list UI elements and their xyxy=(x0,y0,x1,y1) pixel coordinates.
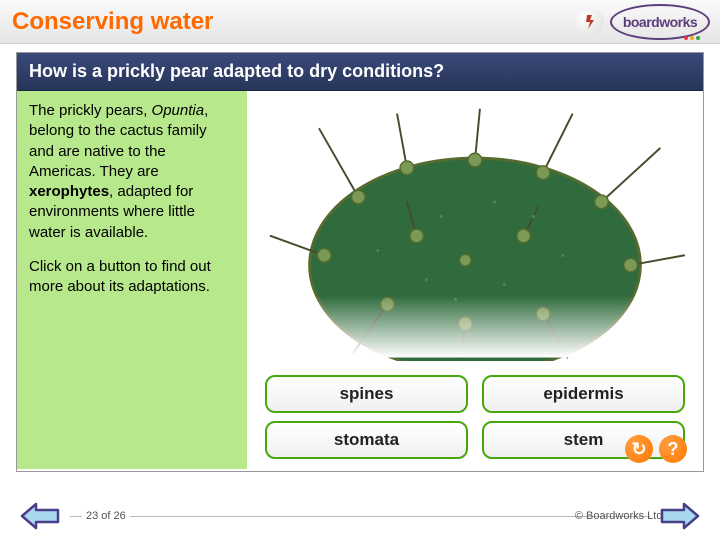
epidermis-button[interactable]: epidermis xyxy=(482,375,685,413)
logo-area: boardworks xyxy=(576,4,710,40)
info-panel: The prickly pears, Opuntia, belong to th… xyxy=(17,91,247,469)
reset-button[interactable]: ↻ xyxy=(625,435,653,463)
footer: 23 of 26 © Boardworks Ltd 2008 xyxy=(0,500,720,532)
footer-divider xyxy=(70,516,650,517)
header-bar: Conserving water boardworks xyxy=(0,0,720,44)
page-title: Conserving water xyxy=(12,8,213,36)
prev-arrow-icon[interactable] xyxy=(20,500,62,532)
content-frame: How is a prickly pear adapted to dry con… xyxy=(16,52,704,472)
question-bar: How is a prickly pear adapted to dry con… xyxy=(17,53,703,91)
boardworks-logo: boardworks xyxy=(610,4,710,40)
spines-button[interactable]: spines xyxy=(265,375,468,413)
page-indicator: 23 of 26 xyxy=(82,510,130,522)
control-row: ↻ ? xyxy=(625,435,687,463)
cactus-illustration xyxy=(261,91,689,375)
flash-icon xyxy=(576,8,604,36)
stomata-button[interactable]: stomata xyxy=(265,421,468,459)
next-arrow-icon[interactable] xyxy=(658,500,700,532)
right-panel: spines epidermis stomata stem xyxy=(247,91,703,469)
help-button[interactable]: ? xyxy=(659,435,687,463)
info-para-2: Click on a button to find out more about… xyxy=(29,257,235,298)
content-body: The prickly pears, Opuntia, belong to th… xyxy=(17,91,703,469)
logo-dots xyxy=(684,36,700,40)
info-para-1: The prickly pears, Opuntia, belong to th… xyxy=(29,101,235,243)
cactus-svg xyxy=(261,106,689,361)
